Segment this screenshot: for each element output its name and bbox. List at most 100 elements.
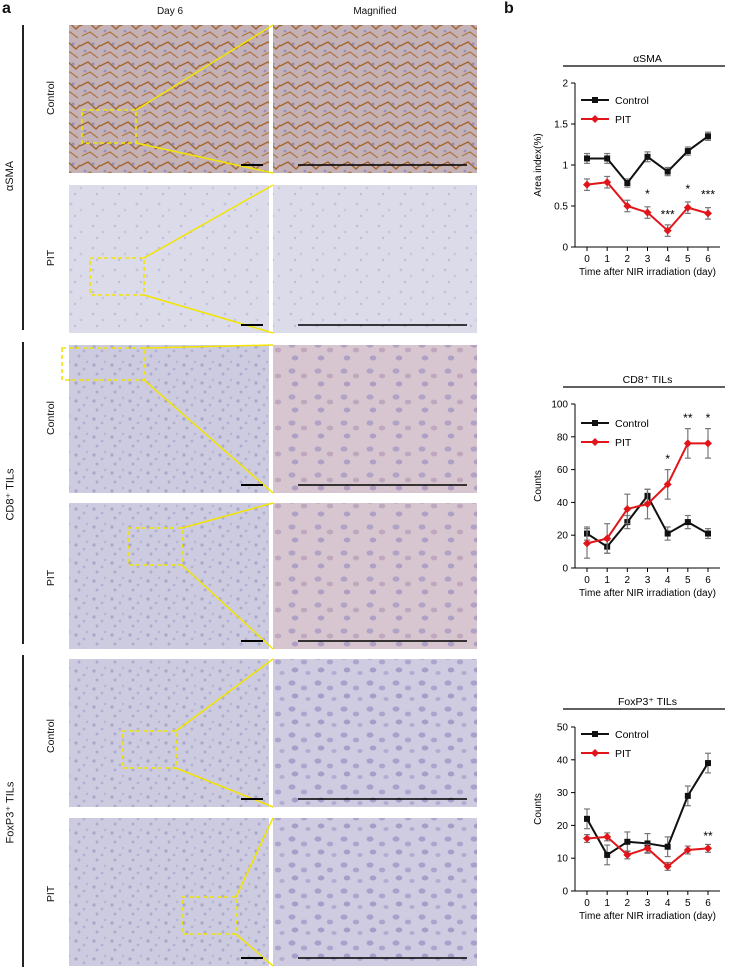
micrograph-magnified-foxp3-pit xyxy=(273,818,477,966)
y-axis-label: Area index(%) xyxy=(533,133,544,196)
significance-annotation: * xyxy=(645,187,650,201)
series-pit xyxy=(583,175,712,237)
zoom-box-asma-pit xyxy=(89,257,145,296)
micrograph-magnified-cd8-pit xyxy=(273,503,477,649)
y-tick-label: 2 xyxy=(562,79,568,90)
chart-2: FoxP3⁺ TILs 0 10 20 30 40 50 0 1 2 3 4 5 6 Time after … xyxy=(533,696,725,922)
zoom-line-bottom-cd8-control xyxy=(143,379,274,494)
x-tick-label: 5 xyxy=(685,254,691,265)
data-point xyxy=(604,155,611,162)
x-tick-label: 5 xyxy=(685,575,691,586)
chart-title: CD8⁺ TILs xyxy=(623,374,673,386)
y-tick-label: 20 xyxy=(557,821,569,832)
zoom-box-cd8-control xyxy=(61,347,145,381)
data-point xyxy=(643,500,652,509)
legend-marker xyxy=(591,438,599,446)
legend-label: PIT xyxy=(615,437,632,449)
data-point xyxy=(684,148,691,155)
data-point xyxy=(683,439,692,448)
data-point xyxy=(684,519,691,526)
x-tick-label: 0 xyxy=(584,575,590,586)
y-tick-label: 80 xyxy=(557,432,569,443)
x-tick-label: 2 xyxy=(625,254,631,265)
x-tick-label: 3 xyxy=(645,254,651,265)
y-tick-label: 0 xyxy=(562,564,568,575)
significance-annotation: * xyxy=(706,411,711,425)
column-header-magnified: Magnified xyxy=(353,6,397,17)
data-point xyxy=(583,180,591,189)
legend-marker xyxy=(592,97,598,103)
micrograph-magnified-cd8-control xyxy=(273,345,477,493)
data-point xyxy=(583,539,591,548)
x-axis-label: Time after NIR irradiation (day) xyxy=(579,267,716,278)
x-tick-label: 4 xyxy=(665,898,671,909)
zoom-line-bottom-cd8-pit xyxy=(181,564,274,650)
y-tick-label: 40 xyxy=(557,755,569,766)
micrograph-day6-asma-control xyxy=(69,25,269,173)
data-point xyxy=(644,840,651,847)
legend-label: Control xyxy=(615,95,649,107)
data-point xyxy=(623,504,632,513)
significance-annotation: * xyxy=(685,182,690,196)
y-tick-label: 0 xyxy=(562,887,568,898)
legend-label: Control xyxy=(615,418,649,430)
legend-marker xyxy=(592,731,598,737)
data-point xyxy=(624,180,631,187)
micrograph-magnified-foxp3-control xyxy=(273,659,477,807)
group-bar-cd8 xyxy=(22,342,24,644)
legend-marker xyxy=(592,420,598,426)
x-tick-label: 3 xyxy=(645,898,651,909)
zoom-box-foxp3-control xyxy=(121,730,177,769)
zoom-line-bottom-asma-control xyxy=(135,142,274,174)
micrograph-magnified-asma-control xyxy=(273,25,477,173)
data-point xyxy=(705,133,711,140)
data-point xyxy=(623,850,632,859)
series-pit xyxy=(583,832,712,871)
y-tick-label: 50 xyxy=(557,723,569,734)
significance-annotation: * xyxy=(665,452,670,466)
data-point xyxy=(604,851,611,858)
x-tick-label: 1 xyxy=(604,254,610,265)
series-pit xyxy=(583,428,712,559)
data-point xyxy=(704,209,712,218)
micrograph-magnified-asma-pit xyxy=(273,185,477,333)
data-point xyxy=(664,843,671,850)
x-axis-label: Time after NIR irradiation (day) xyxy=(579,588,716,599)
y-axis-label: Counts xyxy=(533,470,544,502)
panel-a-letter: a xyxy=(2,0,11,17)
data-point xyxy=(584,155,590,162)
zoom-line-top-foxp3-control xyxy=(175,658,274,732)
zoom-line-top-asma-pit xyxy=(143,184,274,259)
chart-1: CD8⁺ TILs 0 20 40 60 80 100 0 1 2 3 4 5 6 Time after N… xyxy=(533,374,725,599)
data-point xyxy=(623,202,632,210)
zoom-line-top-cd8-pit xyxy=(181,502,274,529)
data-point xyxy=(663,480,672,489)
data-point xyxy=(583,834,591,843)
x-tick-label: 0 xyxy=(584,254,590,265)
y-tick-label: 30 xyxy=(557,788,569,799)
y-tick-label: 20 xyxy=(557,531,569,542)
chart-title: FoxP3⁺ TILs xyxy=(618,696,677,708)
y-tick-label: 1.5 xyxy=(554,120,568,131)
x-tick-label: 2 xyxy=(625,898,631,909)
data-point xyxy=(705,760,711,767)
zoom-line-bottom-foxp3-control xyxy=(175,767,274,808)
data-point xyxy=(643,844,652,853)
zoom-line-top-foxp3-pit xyxy=(235,817,274,898)
data-point xyxy=(664,168,671,175)
y-tick-label: 0.5 xyxy=(554,202,568,213)
series-control xyxy=(584,752,711,866)
data-point xyxy=(664,530,671,537)
data-point xyxy=(704,439,712,448)
y-tick-label: 40 xyxy=(557,498,569,509)
chart-0: αSMA 0 0.5 1 1.5 2 0 1 2 3 4 5 6 Time after NIR irrad… xyxy=(533,53,725,278)
y-axis-label: Counts xyxy=(533,793,544,825)
x-tick-label: 1 xyxy=(604,898,610,909)
significance-annotation: *** xyxy=(701,188,715,202)
group-bar-asma xyxy=(22,25,24,330)
x-tick-label: 6 xyxy=(705,575,711,586)
legend-marker xyxy=(591,749,599,757)
significance-annotation: *** xyxy=(661,207,675,221)
